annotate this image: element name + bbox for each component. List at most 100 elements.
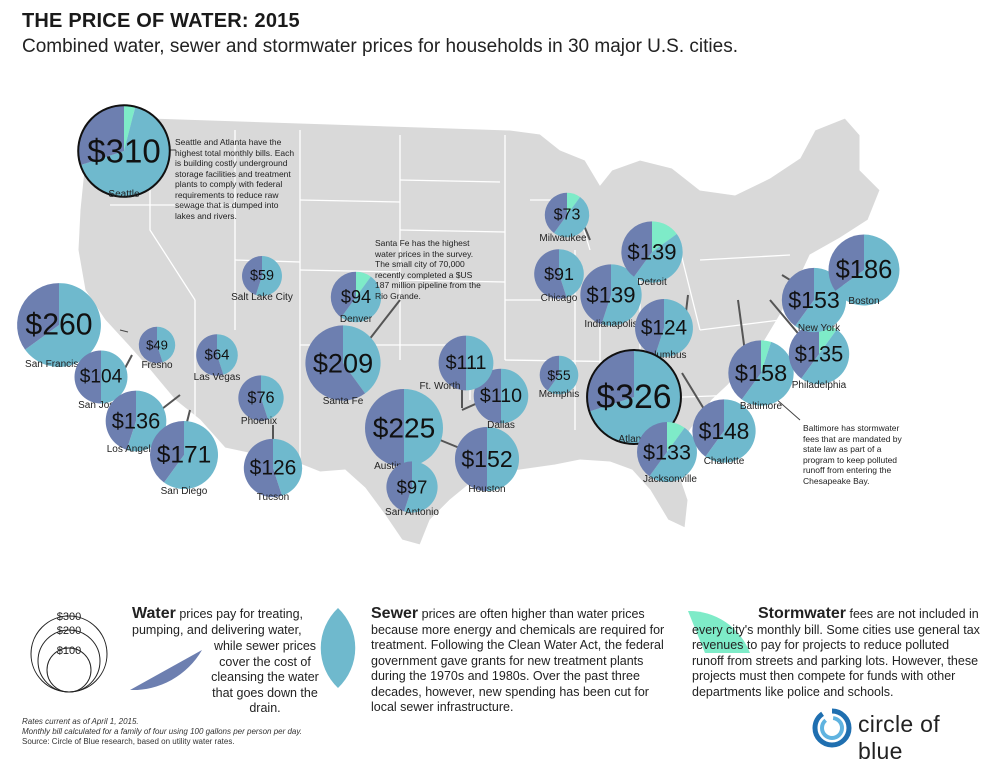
bubble-columbus-sewer-share [655,299,693,357]
city-label-ft-worth: Ft. Worth [420,381,461,392]
stormwater-wedge-icon [688,610,750,653]
footnote-rates-date: Rates current as of April 1, 2015. [22,717,139,726]
bubble-seattle-stormwater-share [124,105,136,151]
legend-water-sewer-note: while sewer prices cover the cost of cle… [211,639,319,715]
footnote-source: Source: Circle of Blue research, based o… [22,737,235,746]
bubble-ft-worth-sewer-share [466,335,494,391]
bubble-santa-fe-sewer-share [343,325,381,394]
bubble-indianapolis: $139 Indianapolis [580,264,642,330]
bubble-houston-water-share [454,426,487,492]
bubble-san-francisco-sewer-share [25,283,101,367]
scale-label-200: $200 [57,625,81,637]
bubble-san-jose-price: $104 [80,367,123,388]
legend-sewer-heading: Sewer [371,605,419,622]
bubble-baltimore-price: $158 [735,360,787,386]
city-label-charlotte: Charlotte [704,456,745,467]
annotation-seattle: Seattle and Atlanta have the highest tot… [175,137,295,221]
city-label-indianapolis: Indianapolis [584,319,637,330]
bubble-san-diego: $171 San Diego [150,421,218,497]
scale-label-100: $100 [57,645,81,657]
bubble-santa-fe-price: $209 [313,348,373,379]
logo-mark-icon [812,708,852,748]
bubble-indianapolis-water-share [580,264,611,325]
chart-title: THE PRICE OF WATER: 2015 [22,10,300,32]
bubble-detroit-sewer-share [633,233,683,283]
bubble-atlanta-outline [586,349,682,445]
bubble-san-francisco: $260 San Francisco [17,283,101,370]
city-label-san-jose: San Jose [78,400,120,411]
footnotes: Rates current as of April 1, 2015. Month… [22,717,302,747]
legend-graphics: $300 $200 $100 [30,608,750,693]
city-label-new-york: New York [798,323,841,334]
bubble-fresno: $49 Fresno [138,326,176,371]
bubble-las-vegas-water-share [196,334,224,376]
city-label-las-vegas: Las Vegas [194,372,241,383]
bubble-columbus: $124 Columbus [635,299,693,361]
bubble-san-antonio-water-share [386,461,412,512]
bubble-atlanta-price: $326 [596,378,671,416]
bubble-ft-worth-price: $111 [446,352,487,374]
bubble-phoenix-water-share [238,375,269,421]
bubble-philadelphia-price: $135 [795,342,844,367]
city-label-austin: Austin [374,461,402,472]
city-label-memphis: Memphis [539,389,580,400]
bubble-denver-price: $94 [341,287,371,307]
bubble-salt-lake-city-price: $59 [250,268,274,284]
bubble-los-angeles-water-share [105,390,136,450]
bubble-charlotte-water-share [692,399,724,457]
scale-circle-200 [37,629,101,693]
bubble-atlanta: $326 Atlanta [586,349,682,445]
city-label-baltimore: Baltimore [740,401,783,412]
bubble-austin-price: $225 [373,413,436,444]
bubble-dallas-sewer-share [501,368,529,424]
city-bubbles: $310 Seattle $260 San Francisco$104 San Jose… [17,104,900,518]
bubble-salt-lake-city-water-share [242,256,262,295]
bubble-salt-lake-city: $59 Salt Lake City [231,256,293,303]
bubble-salt-lake-city-sewer-share [255,256,282,296]
bubble-san-francisco-water-share [17,283,60,350]
bubble-charlotte-sewer-share [705,399,756,463]
bubble-indianapolis-price: $139 [586,283,635,308]
bubble-houston: $152 Houston [454,426,520,495]
bubble-detroit-water-share [621,221,652,277]
scale-circle-100 [46,647,92,693]
bubble-phoenix: $76 Phoenix [238,375,284,427]
legend-water-heading: Water [132,605,176,622]
bubble-austin-water-share [365,389,404,467]
bubble-austin: $225 Austin [365,389,443,472]
bubble-memphis-water-share [539,355,559,391]
bubble-phoenix-price: $76 [247,389,274,407]
bubble-san-diego-sewer-share [164,421,218,489]
legend-sewer-text: prices are often higher than water price… [371,607,665,714]
bubble-milwaukee-water-share [544,192,567,233]
bubble-memphis-price: $55 [547,367,570,383]
bubble-san-diego-water-share [150,421,184,483]
bubble-las-vegas-price: $64 [204,347,229,364]
bubble-jacksonville-sewer-share [649,427,697,482]
bubble-ft-worth-water-share [438,335,466,391]
bubble-boston: $186 Boston [828,234,900,307]
bubble-new-york-water-share [781,267,814,327]
legend-water-intro: Water prices pay for treating, pumping, … [132,606,322,638]
bubble-seattle: $310 Seattle [77,104,171,200]
bubble-boston-water-share [828,234,864,291]
annotation-santa-fe: Santa Fe has the highest water prices in… [375,238,481,301]
bubble-san-jose-sewer-share [101,350,128,404]
bubble-milwaukee: $73 Milwaukee [539,192,590,244]
bubble-santa-fe: $209 Santa Fe [305,325,381,407]
bubble-indianapolis-sewer-share [601,264,642,326]
city-label-fresno: Fresno [141,360,173,371]
bubble-baltimore-stormwater-share [761,340,772,373]
bubble-baltimore-water-share [728,340,761,400]
bubble-san-antonio: $97 San Antonio [385,461,439,518]
bubble-tucson-water-share [243,438,283,498]
bubble-san-diego-price: $171 [157,442,212,469]
bubble-milwaukee-price: $73 [554,207,581,224]
logo-text: circle of blue [858,711,940,763]
bubble-philadelphia-water-share [788,323,819,379]
bubble-detroit-price: $139 [627,240,676,265]
bubble-san-francisco-price: $260 [25,309,92,342]
bubble-denver-stormwater-share [356,271,371,297]
